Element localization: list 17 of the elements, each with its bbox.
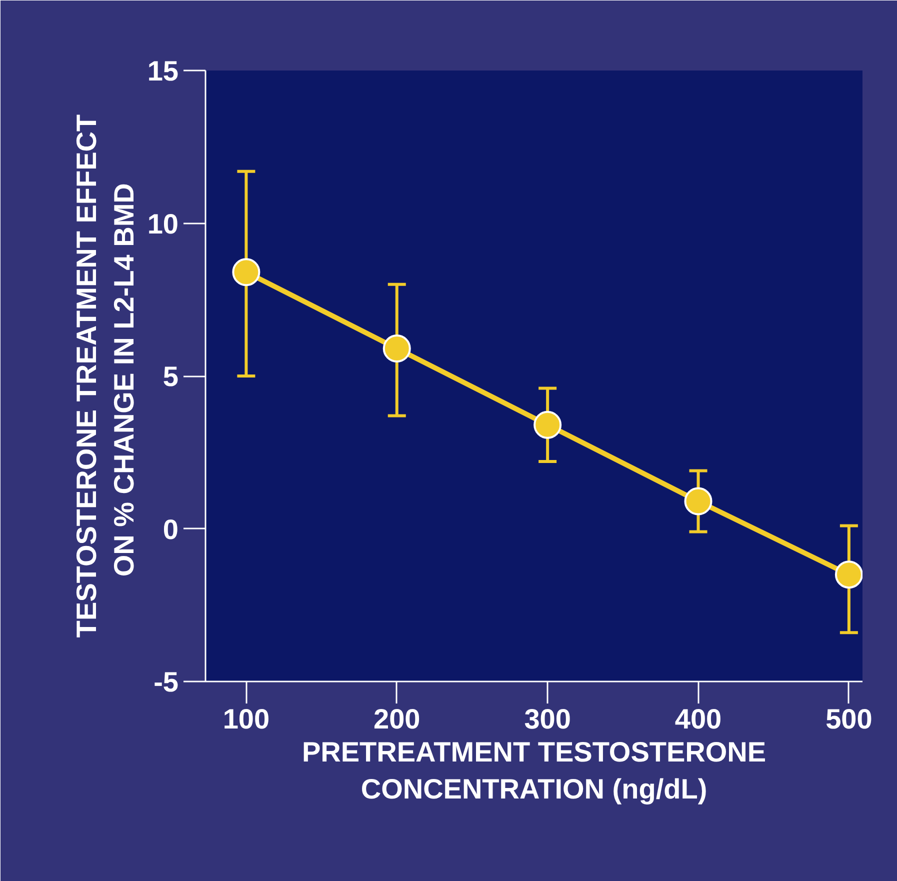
y-tick-label: 10 xyxy=(147,208,179,240)
x-tick-label: 200 xyxy=(374,704,420,734)
y-tick-label: 15 xyxy=(147,56,179,86)
x-tick-label: 300 xyxy=(524,704,571,734)
point xyxy=(684,487,712,516)
x-tick-label: 400 xyxy=(674,704,722,734)
point xyxy=(382,334,411,362)
point xyxy=(534,410,562,439)
y-tick-label: -5 xyxy=(154,666,179,698)
y-tick-label: 5 xyxy=(162,361,179,392)
x-tick-label: 100 xyxy=(222,704,270,734)
y-axis-title: TESTOSTERONE TREATMENT EFFECT ON % CHANGE IN L2-L4 BMD xyxy=(71,114,140,638)
point xyxy=(232,258,260,286)
point xyxy=(834,560,862,589)
x-axis-title: PRETREATMENT TESTOSTERONE CONCENTRATION (ng/dL) xyxy=(302,736,766,805)
x-tick-label: 500 xyxy=(826,704,872,734)
y-tick-label: 0 xyxy=(162,514,179,545)
